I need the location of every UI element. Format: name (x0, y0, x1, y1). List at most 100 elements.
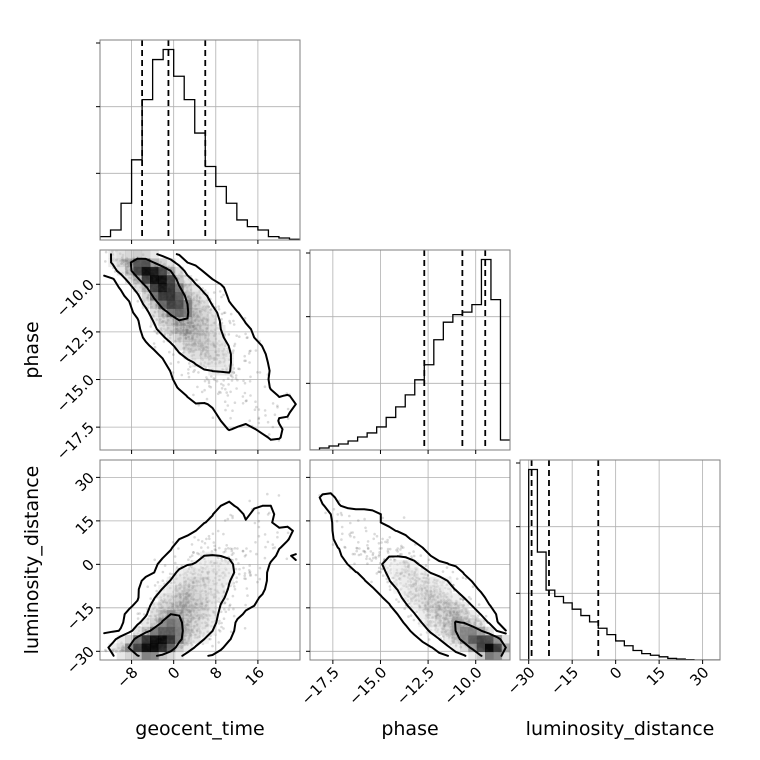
sample-point (237, 367, 240, 371)
sample-point (224, 547, 227, 551)
density-cell (166, 308, 176, 318)
sample-point (368, 557, 372, 561)
sample-point (391, 576, 394, 580)
sample-point (232, 607, 235, 611)
sample-point (419, 554, 423, 557)
sample-point (257, 416, 261, 420)
sample-point (377, 570, 381, 574)
sample-point (229, 390, 232, 394)
sample-point (229, 513, 232, 517)
sample-point (190, 554, 194, 557)
density-cell (216, 333, 226, 343)
sample-point (248, 380, 252, 383)
sample-point (353, 552, 357, 556)
sample-point (243, 354, 246, 358)
sample-point (380, 567, 384, 571)
sample-point (427, 558, 431, 562)
grid-luminosity_distance-phase (310, 460, 510, 660)
sample-point (196, 385, 199, 389)
sample-point (271, 543, 275, 546)
sample-point (378, 551, 381, 554)
density-cell (191, 333, 201, 343)
density-cell (141, 250, 151, 259)
density-cell (166, 325, 176, 334)
sample-point (188, 362, 191, 365)
density-cell (116, 635, 126, 644)
sample-point (188, 365, 192, 369)
sample-point (271, 402, 275, 405)
sample-point (343, 545, 346, 549)
sample-point (243, 574, 246, 578)
sample-point (209, 385, 213, 389)
sample-point (362, 549, 365, 553)
sample-point (195, 278, 199, 282)
sample-point (212, 541, 216, 544)
density-cell (183, 341, 193, 351)
density-cell (208, 325, 218, 334)
sample-point (286, 407, 290, 411)
sample-point (244, 603, 247, 607)
sample-point (254, 400, 257, 404)
sample-point (223, 311, 227, 315)
sample-point (233, 342, 237, 346)
sample-point (377, 542, 381, 545)
density-cell (200, 316, 209, 326)
sample-point (355, 546, 358, 550)
sample-point (348, 533, 351, 536)
sample-point (378, 547, 382, 550)
density-cell (150, 316, 159, 326)
density-cell (150, 266, 159, 276)
sample-point (268, 511, 271, 515)
sample-point (203, 379, 207, 383)
sample-point (419, 633, 423, 636)
sample-point (161, 579, 165, 582)
density-luminosity_distance-geocent_time (108, 551, 234, 660)
sample-point (254, 349, 258, 352)
sample-point (249, 550, 252, 553)
sample-point (286, 531, 290, 535)
sample-point (231, 514, 234, 518)
density-cell (216, 358, 226, 368)
density-cell (166, 651, 176, 660)
sample-point (235, 576, 238, 579)
sample-point (168, 572, 172, 576)
sample-point (253, 521, 257, 525)
density-cell (158, 275, 168, 284)
sample-point (469, 597, 473, 601)
sample-point (253, 408, 257, 412)
density-cell (158, 651, 168, 660)
sample-point (218, 630, 222, 633)
sample-point (248, 570, 252, 574)
sample-point (192, 393, 195, 397)
density-cell (166, 643, 176, 653)
density-cell (133, 635, 143, 644)
sample-point (351, 531, 355, 534)
sample-point (188, 555, 192, 559)
sample-point (168, 350, 171, 354)
sample-point (244, 332, 247, 336)
sample-point (220, 317, 223, 321)
sample-point (386, 541, 389, 544)
sample-point (233, 585, 236, 588)
sample-point (216, 392, 220, 396)
density-cell (116, 266, 126, 276)
sample-point (371, 553, 375, 557)
sample-point (380, 541, 383, 544)
sample-point (136, 300, 140, 303)
density-cell (141, 643, 151, 653)
density-cell (150, 308, 159, 318)
sample-point (218, 390, 221, 394)
sample-point (192, 551, 195, 554)
density-cell (141, 266, 151, 276)
sample-point (242, 379, 245, 383)
sample-point (227, 333, 231, 336)
sample-point (220, 312, 224, 316)
sample-point (187, 558, 190, 561)
sample-point (232, 319, 235, 323)
density-cell (158, 300, 168, 309)
sample-point (220, 625, 223, 629)
sample-point (212, 291, 216, 294)
sample-point (180, 373, 184, 377)
density-cell (125, 266, 134, 276)
sample-point (248, 361, 251, 364)
